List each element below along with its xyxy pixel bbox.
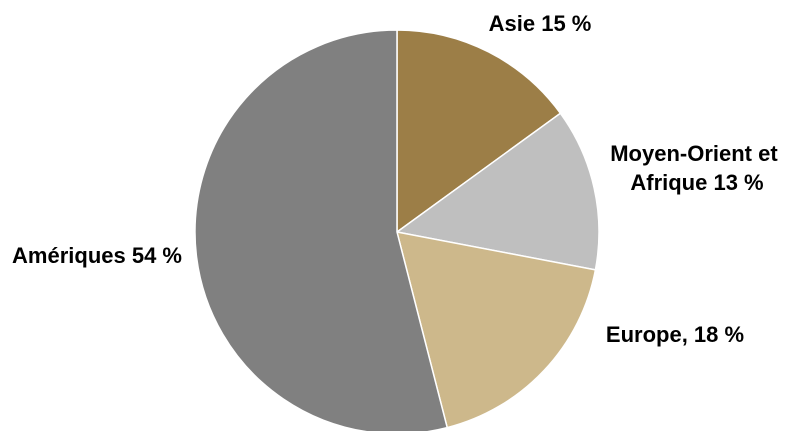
pie-slice-ameriques (194, 29, 449, 431)
label-ameriques: Amériques 54 % (12, 243, 182, 268)
pie-slices (194, 29, 600, 431)
pie-slice-asie (396, 29, 562, 234)
pie-slice-europe (395, 231, 597, 429)
pie-slice-moyen-orient-afrique (395, 112, 600, 271)
label-moyen-orient-afrique: Moyen-Orient et Afrique 13 % (610, 141, 784, 195)
label-asie: Asie 15 % (489, 11, 592, 36)
label-europe: Europe, 18 % (606, 322, 744, 347)
